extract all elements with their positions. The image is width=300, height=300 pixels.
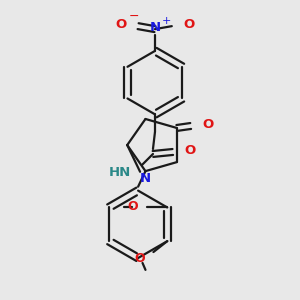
Text: O: O	[115, 18, 126, 31]
Text: HN: HN	[109, 166, 131, 179]
Text: O: O	[185, 145, 196, 158]
Text: O: O	[135, 253, 146, 266]
Text: N: N	[149, 21, 161, 34]
Text: +: +	[162, 16, 171, 26]
Text: O: O	[184, 18, 195, 31]
Text: O: O	[202, 118, 214, 131]
Text: O: O	[127, 200, 138, 213]
Text: N: N	[140, 172, 151, 185]
Text: −: −	[128, 10, 139, 23]
